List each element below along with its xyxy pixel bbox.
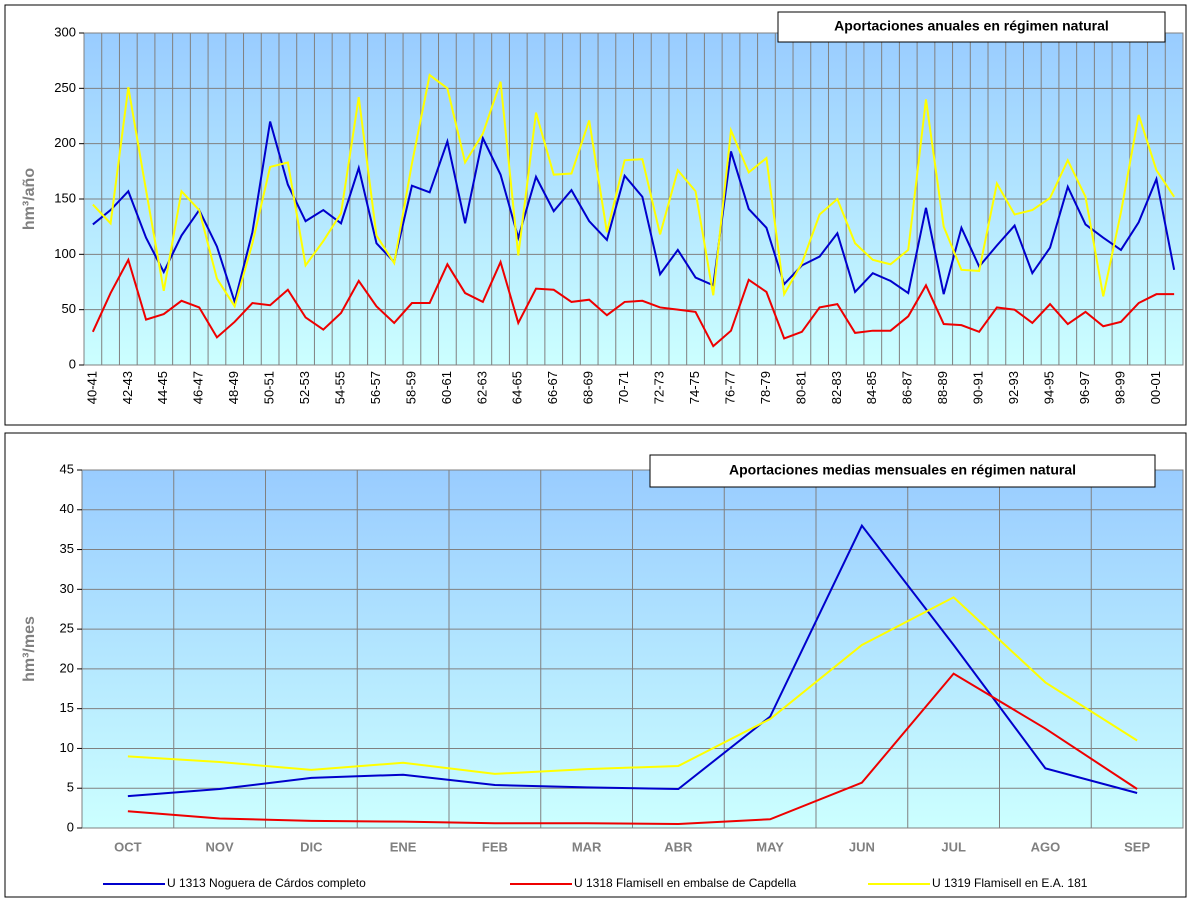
x-tick-label: MAR — [572, 839, 602, 854]
series-line — [127, 523, 1138, 798]
x-tick-label: 54-55 — [332, 371, 347, 404]
x-tick-label: 80-81 — [793, 371, 808, 404]
y-tick-label: 200 — [54, 135, 76, 150]
x-tick-label: 90-91 — [971, 371, 986, 404]
x-tick-label: 72-73 — [652, 371, 667, 404]
x-tick-label: NOV — [206, 839, 235, 854]
x-tick-label: 58-59 — [403, 371, 418, 404]
x-tick-label: 48-49 — [226, 371, 241, 404]
y-tick-label: 0 — [69, 356, 76, 371]
title-box — [777, 11, 1166, 43]
y-tick-label: 10 — [60, 740, 74, 755]
x-tick-label: 46-47 — [191, 371, 206, 404]
x-tick-label: 88-89 — [935, 371, 950, 404]
x-tick-label: MAY — [756, 839, 784, 854]
x-tick-label: 86-87 — [900, 371, 915, 404]
x-tick-label: 44-45 — [155, 371, 170, 404]
chart-title: Aportaciones anuales en régimen natural — [834, 18, 1109, 34]
x-tick-label: 94-95 — [1041, 371, 1056, 404]
y-tick-label: 50 — [62, 301, 76, 316]
legend-label: U 1313 Noguera de Cárdos completo — [167, 876, 366, 890]
y-tick-label: 15 — [60, 700, 74, 715]
chart-title: Aportaciones medias mensuales en régimen… — [729, 462, 1076, 478]
x-tick-label: 40-41 — [84, 371, 99, 404]
y-tick-label: 300 — [54, 24, 76, 39]
x-tick-label: 56-57 — [368, 371, 383, 404]
y-tick-label: 0 — [67, 819, 74, 834]
x-tick-label: 74-75 — [687, 371, 702, 404]
x-tick-label: AGO — [1031, 839, 1061, 854]
y-tick-label: 5 — [67, 780, 74, 795]
x-tick-label: 60-61 — [439, 371, 454, 404]
x-tick-label: FEB — [482, 839, 508, 854]
y-axis-label: hm³/año — [21, 168, 38, 230]
y-tick-label: 250 — [54, 80, 76, 95]
x-tick-label: 62-63 — [474, 371, 489, 404]
x-tick-label: 92-93 — [1006, 371, 1021, 404]
y-tick-label: 25 — [60, 621, 74, 636]
x-tick-label: JUN — [849, 839, 875, 854]
x-tick-label: 76-77 — [722, 371, 737, 404]
x-tick-label: OCT — [114, 839, 142, 854]
series-line — [92, 121, 1176, 306]
series-line — [91, 257, 1175, 348]
x-tick-label: 66-67 — [545, 371, 560, 404]
x-tick-label: 98-99 — [1112, 371, 1127, 404]
x-tick-label: 42-43 — [120, 371, 135, 404]
x-tick-label: 50-51 — [262, 371, 277, 404]
y-tick-label: 30 — [60, 581, 74, 596]
x-tick-label: 70-71 — [616, 371, 631, 404]
y-tick-label: 20 — [60, 660, 74, 675]
x-tick-label: 52-53 — [297, 371, 312, 404]
x-tick-label: 84-85 — [864, 371, 879, 404]
title-box — [649, 454, 1156, 488]
x-tick-label: ABR — [664, 839, 693, 854]
legend-label: U 1319 Flamisell en E.A. 181 — [932, 876, 1088, 890]
series-line — [127, 672, 1138, 826]
series-line — [127, 596, 1138, 775]
y-tick-label: 35 — [60, 541, 74, 556]
y-tick-label: 150 — [54, 190, 76, 205]
x-tick-label: 64-65 — [510, 371, 525, 404]
y-tick-label: 40 — [60, 501, 74, 516]
x-tick-label: 00-01 — [1148, 371, 1163, 404]
y-tick-label: 45 — [60, 461, 74, 476]
y-axis-label: hm³/mes — [21, 616, 38, 682]
series-line — [92, 73, 1175, 309]
legend-label: U 1318 Flamisell en embalse de Capdella — [574, 876, 796, 890]
x-tick-label: 82-83 — [829, 371, 844, 404]
x-tick-label: ENE — [390, 839, 417, 854]
x-tick-label: SEP — [1124, 839, 1150, 854]
x-tick-label: JUL — [941, 839, 966, 854]
x-tick-label: 68-69 — [581, 371, 596, 404]
y-tick-label: 100 — [54, 246, 76, 261]
x-tick-label: 96-97 — [1077, 371, 1092, 404]
x-tick-label: DIC — [300, 839, 323, 854]
x-tick-label: 78-79 — [758, 371, 773, 404]
